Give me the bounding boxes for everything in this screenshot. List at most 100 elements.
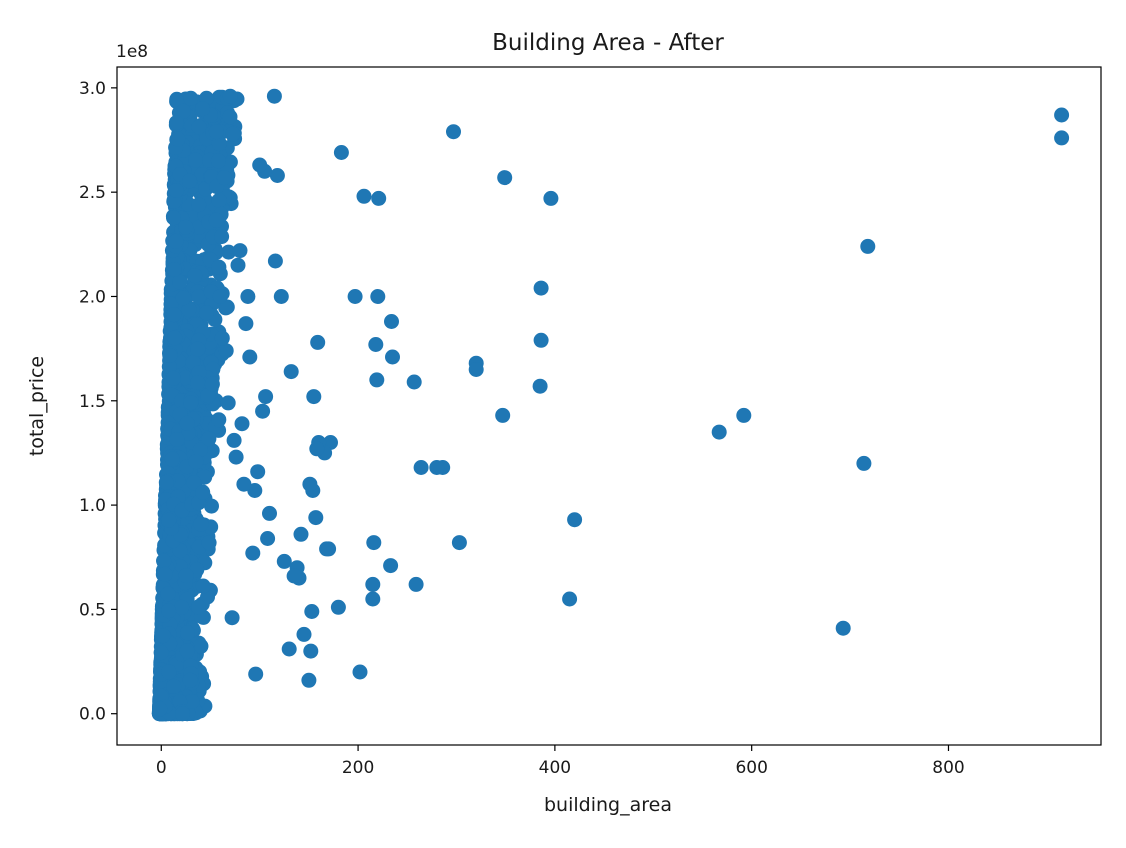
y-tick-label: 3.0 (79, 79, 106, 99)
plot-area-frame (116, 66, 1102, 746)
cluster-point (191, 289, 207, 305)
data-point (365, 591, 381, 607)
data-point (210, 153, 226, 169)
cluster-point (201, 431, 217, 447)
data-point (267, 253, 283, 269)
cluster-point (208, 212, 224, 228)
data-point (304, 604, 320, 619)
cluster-point (162, 348, 178, 363)
cluster-point (178, 568, 194, 584)
cluster-point (165, 370, 181, 386)
data-point (218, 343, 234, 359)
data-point (232, 243, 248, 259)
cluster-point (175, 706, 190, 722)
data-point (293, 526, 309, 542)
cluster-point (195, 484, 211, 500)
data-point (269, 168, 285, 183)
data-point (543, 190, 559, 206)
y-axis-label: total_price (26, 356, 48, 456)
data-point (330, 599, 346, 615)
cluster-point (190, 341, 206, 357)
cluster-point (211, 412, 227, 428)
data-point (856, 455, 872, 471)
data-point (352, 664, 368, 680)
data-point (262, 505, 277, 521)
cluster-point (200, 388, 216, 404)
data-point (736, 407, 752, 423)
data-point (369, 372, 385, 388)
data-point (228, 449, 244, 465)
cluster-point (191, 599, 206, 615)
cluster-point (221, 244, 237, 260)
data-point (230, 257, 246, 273)
cluster-point (153, 645, 169, 661)
cluster-point (190, 375, 206, 391)
data-point (252, 157, 268, 173)
data-point (273, 289, 289, 304)
x-tick-label: 400 (539, 758, 571, 778)
data-point (1054, 130, 1070, 146)
data-point (1054, 107, 1070, 123)
data-point (347, 289, 363, 304)
data-point (248, 666, 264, 682)
data-point (356, 188, 372, 204)
data-point (368, 337, 384, 352)
cluster-point (179, 415, 195, 431)
cluster-point (201, 535, 217, 551)
data-point (562, 591, 578, 607)
data-point (567, 512, 583, 528)
data-point (247, 483, 263, 498)
data-point (860, 238, 876, 254)
cluster-point (191, 119, 207, 135)
x-axis-ticks: 0 200 400 600 800 (156, 745, 965, 778)
data-point (212, 289, 228, 304)
cluster-point (225, 126, 241, 142)
cluster-point (168, 115, 184, 131)
cluster-point (164, 451, 180, 467)
data-point (408, 576, 424, 592)
cluster-point (211, 192, 227, 208)
data-point (306, 389, 322, 405)
cluster-point (174, 599, 190, 615)
data-point (309, 441, 325, 457)
data-point (310, 334, 326, 350)
cluster-point (168, 183, 184, 198)
cluster-point (195, 578, 211, 594)
y-tick-label: 0.0 (79, 705, 106, 725)
data-point (214, 330, 230, 346)
data-point (711, 424, 727, 440)
y-tick-label: 2.0 (79, 287, 106, 307)
data-point (495, 407, 511, 423)
cluster-point (166, 679, 182, 694)
cluster-point (161, 664, 177, 680)
cluster-point (156, 553, 172, 569)
data-point (191, 197, 207, 213)
data-point (533, 332, 549, 348)
data-point (226, 432, 242, 448)
cluster-point (193, 516, 209, 532)
data-point (384, 314, 399, 329)
y-axis-offset-label: 1e8 (116, 42, 148, 62)
data-point (446, 124, 461, 140)
cluster-point (170, 473, 186, 489)
cluster-point (175, 103, 191, 119)
y-tick-label: 0.5 (79, 600, 106, 620)
data-point (365, 576, 381, 592)
data-point (385, 349, 400, 365)
data-point (532, 378, 548, 394)
y-axis-ticks: 0.0 0.5 1.0 1.5 2.0 2.5 3.0 (79, 79, 117, 725)
data-point (302, 476, 318, 492)
data-point (255, 403, 271, 419)
y-tick-label: 1.5 (79, 392, 106, 412)
data-point (835, 620, 851, 636)
data-point (308, 510, 324, 526)
data-point (245, 545, 261, 561)
cluster-point (181, 302, 197, 318)
cluster-point (161, 603, 177, 619)
cluster-point (184, 694, 200, 709)
data-point (283, 364, 299, 380)
data-point (204, 376, 220, 392)
data-point (266, 88, 282, 104)
x-tick-label: 0 (156, 758, 167, 778)
